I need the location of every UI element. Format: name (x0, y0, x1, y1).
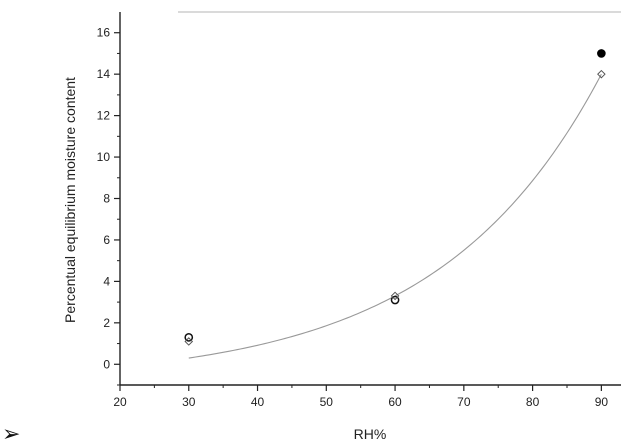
y-tick-label-12: 12 (97, 109, 111, 123)
open-diamond-point (597, 69, 606, 79)
x-tick-label-50: 50 (320, 395, 334, 409)
x-tick-label-20: 20 (113, 395, 127, 409)
y-tick-label-8: 8 (103, 192, 110, 206)
x-tick-label-80: 80 (526, 395, 540, 409)
arrow-bullet-icon: ➢ (2, 422, 20, 447)
x-tick-label-40: 40 (251, 395, 265, 409)
x-tick-label-70: 70 (457, 395, 471, 409)
y-tick-label-16: 16 (97, 26, 111, 40)
open-diamond-point (390, 291, 400, 301)
x-tick-label-90: 90 (595, 395, 609, 409)
y-tick-label-4: 4 (103, 274, 110, 288)
x-tick-label-30: 30 (182, 395, 196, 409)
open-diamond-point (184, 337, 194, 346)
y-tick-labels: 0 2 4 6 8 10 12 14 16 (97, 26, 111, 372)
filled-circle-point (597, 49, 606, 58)
axis-ticks (114, 32, 602, 391)
data-markers (184, 49, 606, 346)
y-tick-label-6: 6 (103, 233, 110, 247)
x-tick-labels: 20 30 40 50 60 70 80 90 (113, 395, 608, 409)
y-axis-title: Percentual equilibrium moisture content (62, 77, 78, 323)
x-axis-title: RH% (354, 426, 387, 442)
y-tick-label-2: 2 (103, 316, 110, 330)
y-tick-label-10: 10 (97, 150, 111, 164)
y-tick-label-14: 14 (97, 67, 111, 81)
y-tick-label-0: 0 (103, 357, 110, 371)
x-tick-label-60: 60 (388, 395, 402, 409)
